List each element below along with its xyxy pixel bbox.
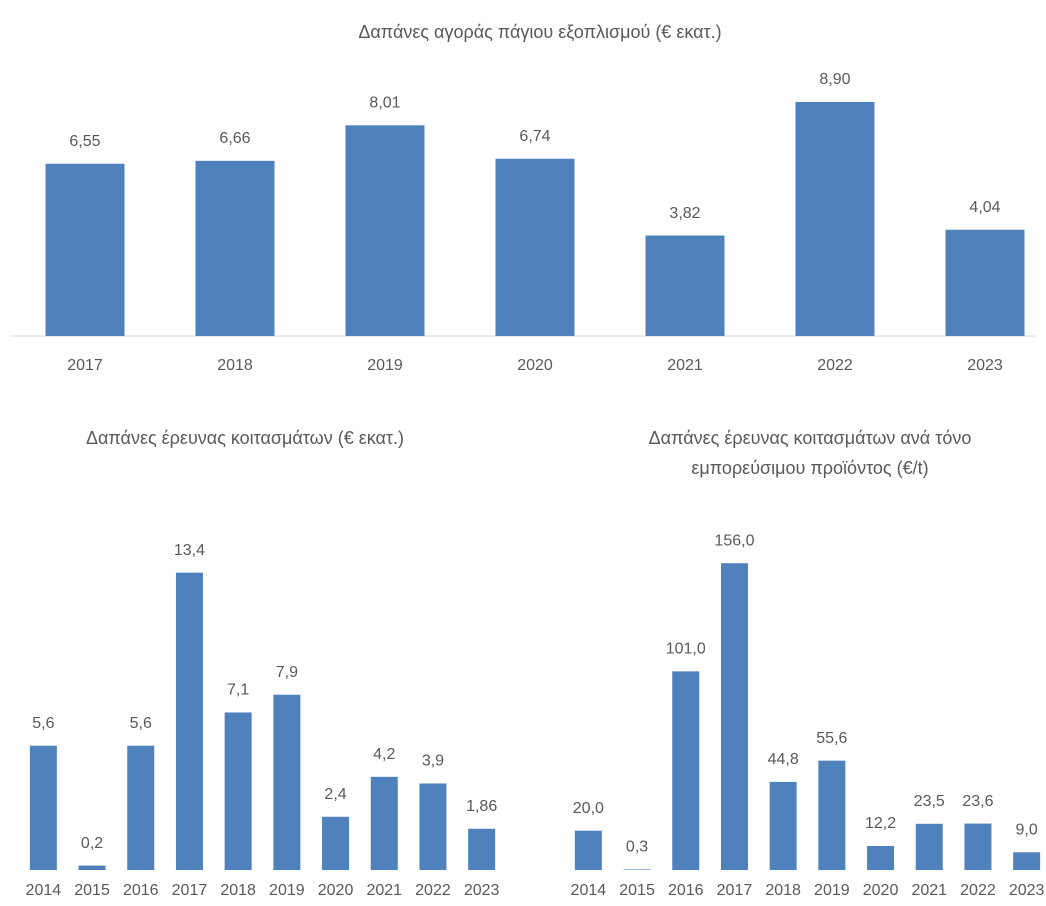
bar xyxy=(224,712,252,870)
data-label: 23,6 xyxy=(962,793,993,810)
x-tick-label: 2017 xyxy=(717,882,753,899)
chart-title: Δαπάνες έρευνας κοιτασμάτων (€ εκατ.) xyxy=(85,428,405,448)
bar xyxy=(78,865,106,870)
data-label: 44,8 xyxy=(768,751,799,768)
bar xyxy=(769,781,797,870)
x-tick-label: 2014 xyxy=(26,882,62,899)
x-tick-label: 2018 xyxy=(765,882,801,899)
bar xyxy=(574,830,602,870)
x-tick-label: 2022 xyxy=(960,882,996,899)
x-tick-label: 2018 xyxy=(220,882,256,899)
bar xyxy=(273,694,301,870)
chart-title: Δαπάνες έρευνας κοιτασμάτων ανά τόνο εμπ… xyxy=(648,428,972,478)
bar xyxy=(195,160,275,336)
bar xyxy=(645,235,725,336)
x-tick-label: 2018 xyxy=(217,357,253,374)
data-label: 5,6 xyxy=(130,715,152,732)
data-label: 3,82 xyxy=(669,205,700,222)
data-label: 0,3 xyxy=(626,839,648,856)
bar xyxy=(720,563,748,870)
bar xyxy=(818,760,846,870)
data-label: 2,4 xyxy=(324,786,346,803)
bar xyxy=(945,229,1025,336)
x-tick-label: 2016 xyxy=(668,882,704,899)
bar xyxy=(29,745,57,870)
bar xyxy=(672,671,700,870)
data-label: 4,2 xyxy=(373,746,395,763)
x-tick-label: 2020 xyxy=(863,882,899,899)
bar xyxy=(419,783,447,870)
x-tick-label: 2017 xyxy=(67,357,103,374)
x-tick-label: 2014 xyxy=(571,882,607,899)
chart-title: Δαπάνες αγοράς πάγιου εξοπλισμού (€ εκατ… xyxy=(358,22,722,42)
bar xyxy=(175,572,203,870)
x-tick-label: 2015 xyxy=(619,882,655,899)
x-tick-label: 2021 xyxy=(911,882,947,899)
data-label: 13,4 xyxy=(174,542,205,559)
bar xyxy=(795,101,875,337)
bar xyxy=(468,828,496,870)
x-tick-label: 2022 xyxy=(817,357,853,374)
x-tick-label: 2022 xyxy=(415,882,451,899)
x-tick-label: 2015 xyxy=(74,882,110,899)
bar xyxy=(915,823,943,870)
bar xyxy=(127,745,155,870)
data-label: 5,6 xyxy=(32,715,54,732)
data-label: 9,0 xyxy=(1016,822,1038,839)
data-label: 8,01 xyxy=(369,95,400,112)
x-tick-label: 2017 xyxy=(172,882,208,899)
x-tick-label: 2023 xyxy=(967,357,1003,374)
bar xyxy=(1013,852,1041,870)
x-tick-label: 2019 xyxy=(814,882,850,899)
data-label: 7,1 xyxy=(227,682,249,699)
data-label: 0,2 xyxy=(81,835,103,852)
bar xyxy=(322,816,350,870)
data-label: 101,0 xyxy=(666,641,706,658)
data-label: 3,9 xyxy=(422,753,444,770)
bar xyxy=(623,869,651,870)
x-tick-label: 2020 xyxy=(318,882,354,899)
x-tick-label: 2019 xyxy=(269,882,305,899)
x-tick-label: 2023 xyxy=(1009,882,1045,899)
x-tick-label: 2021 xyxy=(366,882,402,899)
data-label: 8,90 xyxy=(819,71,850,88)
bar xyxy=(495,158,575,336)
bar xyxy=(867,846,895,870)
x-tick-label: 2019 xyxy=(367,357,403,374)
x-tick-label: 2023 xyxy=(464,882,500,899)
data-label: 20,0 xyxy=(573,800,604,817)
data-label: 1,86 xyxy=(466,798,497,815)
x-tick-label: 2020 xyxy=(517,357,553,374)
x-tick-label: 2021 xyxy=(667,357,703,374)
data-label: 12,2 xyxy=(865,815,896,832)
data-label: 156,0 xyxy=(714,532,754,549)
bar xyxy=(345,125,425,336)
data-label: 6,55 xyxy=(69,133,100,150)
data-label: 23,5 xyxy=(914,793,945,810)
bar xyxy=(964,823,992,870)
bar xyxy=(370,776,398,870)
data-label: 6,66 xyxy=(219,130,250,147)
data-label: 55,6 xyxy=(816,730,847,747)
x-tick-label: 2016 xyxy=(123,882,159,899)
data-label: 4,04 xyxy=(969,199,1000,216)
bar xyxy=(45,163,125,336)
data-label: 7,9 xyxy=(276,664,298,681)
data-label: 6,74 xyxy=(519,128,550,145)
